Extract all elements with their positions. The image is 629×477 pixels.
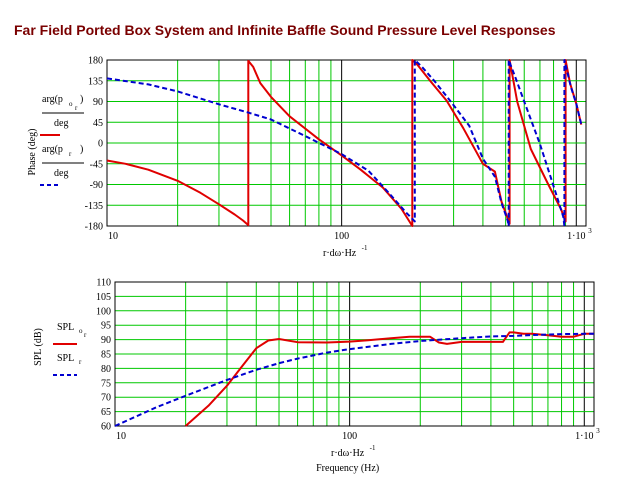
y-tick-label: 45 [93, 118, 103, 129]
legend-label-denominator: deg [54, 118, 68, 129]
x-tick-exponent: 3 [588, 227, 592, 235]
y-tick-label: 105 [96, 292, 111, 303]
chart-title: Far Field Ported Box System and Infinite… [14, 22, 556, 38]
y-tick-label: 75 [101, 378, 111, 389]
y-tick-label: 90 [93, 97, 103, 108]
y-tick-label: 90 [101, 335, 111, 346]
y-tick-label: 95 [101, 321, 111, 332]
y-tick-label: 0 [98, 139, 103, 150]
legend-label-subscript: r [75, 104, 78, 112]
x-axis-label: r·dω·Hz [323, 248, 357, 259]
legend-label-subscript: r [69, 150, 72, 158]
legend-label-paren: ) [80, 94, 83, 105]
legend-label-subscript: o [69, 100, 73, 108]
y-axis-label: SPL (dB) [33, 328, 44, 366]
y-tick-label: 80 [101, 364, 111, 375]
legend-label-subscript: r [79, 358, 82, 366]
legend-label-subscript: o [79, 327, 83, 335]
plot-frame [106, 59, 587, 227]
x-axis-label-exponent: -1 [370, 444, 376, 452]
y-tick-label: 135 [88, 76, 103, 87]
y-axis-label: Phase (deg) [27, 129, 38, 176]
y-tick-label: 180 [88, 56, 103, 67]
legend-label-subscript: r [84, 331, 87, 339]
legend-label-paren: ) [80, 144, 83, 155]
x-tick-label: 100 [342, 431, 357, 442]
plot-frame [114, 281, 595, 427]
x-axis-label-secondary: Frequency (Hz) [316, 463, 379, 474]
y-tick-label: 85 [101, 350, 111, 361]
legend-label-numerator: arg(p [42, 144, 63, 155]
y-tick-label: 60 [101, 422, 111, 433]
series-line-dashed [106, 59, 583, 227]
y-tick-label: -90 [90, 180, 103, 191]
legend-label: SPL [57, 322, 74, 333]
legend-label-denominator: deg [54, 168, 68, 179]
x-tick-exponent: 3 [596, 427, 600, 435]
x-tick-label: 1·10 [575, 431, 593, 442]
series-line-solid [106, 59, 583, 227]
y-tick-label: -180 [85, 222, 103, 233]
x-tick-label: 100 [334, 231, 349, 242]
y-tick-label: 65 [101, 407, 111, 418]
x-tick-label: 10 [116, 431, 126, 442]
legend-label: SPL [57, 353, 74, 364]
y-tick-label: -45 [90, 159, 103, 170]
series-line-dashed [114, 332, 594, 427]
phase-chart: 180 135 90 45 0 -45 -90 -135 -180 10 100 1·10 3 r·dω·… [27, 56, 592, 260]
x-axis-label-exponent: -1 [362, 244, 368, 252]
legend-label-numerator: arg(p [42, 94, 63, 105]
y-tick-label: 70 [101, 393, 111, 404]
series-line-solid [184, 331, 594, 427]
y-tick-label: -135 [85, 201, 103, 212]
x-axis-label: r·dω·Hz [331, 448, 365, 459]
y-tick-label: 100 [96, 306, 111, 317]
spl-chart: 110 105 100 95 90 85 80 75 70 65 60 10 100 1·10 3 r·dω·… [33, 278, 600, 475]
x-tick-label: 1·10 [567, 231, 585, 242]
x-tick-label: 10 [108, 231, 118, 242]
y-tick-label: 110 [96, 278, 111, 289]
